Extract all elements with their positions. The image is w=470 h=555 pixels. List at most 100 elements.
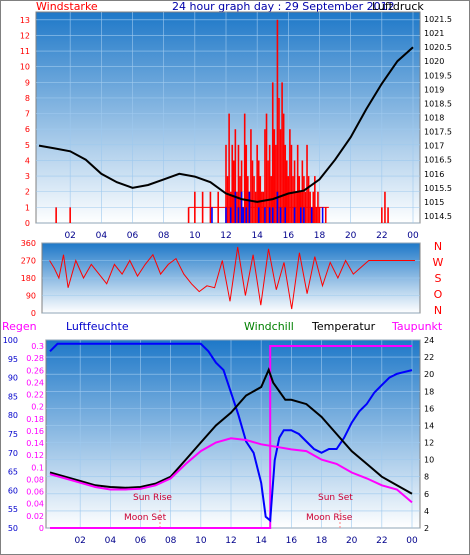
direction-tick-label: 0 xyxy=(31,309,36,318)
luftfeuchte-tick-label: 100 xyxy=(3,336,18,345)
windstarke-bar xyxy=(387,207,389,223)
regen-tick-label: 0.2 xyxy=(31,403,44,412)
compass-label: W xyxy=(433,256,444,269)
wind-pressure-x-axis: 02 04 06 08 10 12 14 16 18 20 22 00 xyxy=(64,231,419,241)
windstarke-bar xyxy=(232,160,235,223)
windstarke-tick-label: 3 xyxy=(25,172,30,181)
luftdruck-tick-label: 1014.5 xyxy=(424,212,452,221)
luftfeuchte-axis: 50 55 60 65 70 75 80 85 90 95 100 xyxy=(3,336,18,533)
windstarke-tick-label: 10 xyxy=(20,63,30,72)
luftfeuchte-tick-label: 85 xyxy=(8,392,18,401)
luftdruck-tick-label: 1018.5 xyxy=(424,99,452,108)
x-tick-label: 08 xyxy=(158,231,170,241)
regen-tick-label: 0.12 xyxy=(26,451,44,460)
luftfeuchte-tick-label: 70 xyxy=(8,449,18,458)
windstarke-bar xyxy=(303,176,305,223)
direction-tick-label: 180 xyxy=(21,274,36,283)
windstarke-tick-label: 11 xyxy=(20,47,30,56)
windstarke-low-bar xyxy=(229,207,232,223)
windstarke-bar xyxy=(69,207,71,223)
windstarke-bar xyxy=(234,129,237,223)
temperatur-tick-label: 6 xyxy=(424,490,429,499)
regen-tick-label: 0.1 xyxy=(31,463,44,472)
temperatur-label: Temperatur xyxy=(311,320,376,333)
temperatur-tick-label: 2 xyxy=(424,524,429,533)
windstarke-bar xyxy=(225,144,227,223)
regen-tick-label: 0.24 xyxy=(26,378,44,387)
x-tick-label: 06 xyxy=(135,536,147,546)
windstarke-tick-label: 1 xyxy=(25,203,30,212)
compass-label: O xyxy=(434,288,443,301)
windstarke-bar xyxy=(226,176,229,223)
windstarke-low-bar xyxy=(321,207,324,223)
x-tick-label: 00 xyxy=(407,231,419,241)
regen-line xyxy=(50,345,412,529)
wind-direction-line xyxy=(49,246,415,310)
windstarke-bar xyxy=(384,191,386,223)
windstarke-bar xyxy=(292,176,294,223)
luftfeuchte-tick-label: 60 xyxy=(8,486,18,495)
windstarke-low-bar xyxy=(310,207,313,223)
windstarke-tick-label: 2 xyxy=(25,188,30,197)
regen-tick-label: 0.26 xyxy=(26,366,44,375)
windchill-label: Windchill xyxy=(244,320,294,333)
regen-tick-label: 0.18 xyxy=(26,415,44,424)
temperatur-tick-label: 12 xyxy=(424,439,434,448)
windstarke-bar xyxy=(289,129,291,223)
taupunkt-label: Taupunkt xyxy=(391,320,443,333)
windstarke-bar xyxy=(257,160,260,223)
windstarke-bar xyxy=(279,129,282,223)
windstarke-tick-label: 9 xyxy=(25,78,30,87)
windstarke-low-bar xyxy=(279,207,282,223)
windstarke-bar xyxy=(55,207,57,223)
luftdruck-tick-label: 1017 xyxy=(424,142,444,151)
x-tick-label: 20 xyxy=(346,536,358,546)
luftfeuchte-tick-label: 80 xyxy=(8,411,18,420)
x-tick-label: 22 xyxy=(376,231,387,241)
windstarke-label: Windstarke xyxy=(36,0,98,13)
regen-tick-label: 0.06 xyxy=(26,488,44,497)
windstarke-bar xyxy=(250,129,252,223)
windstarke-bar xyxy=(264,129,266,223)
moon-rise-label: Moon Rise xyxy=(306,513,353,523)
regen-tick-label: 0.28 xyxy=(26,354,44,363)
windstarke-low-bar xyxy=(276,191,279,223)
sun-set-label: Sun Set xyxy=(318,493,353,503)
luftdruck-tick-label: 1016 xyxy=(424,170,444,179)
windstarke-low-bar xyxy=(245,207,248,223)
windstarke-low-bar xyxy=(257,207,260,223)
x-tick-label: 16 xyxy=(283,231,295,241)
windstarke-bar xyxy=(259,176,262,223)
windstarke-bar xyxy=(265,113,268,223)
compass-label: S xyxy=(435,272,442,285)
luftdruck-tick-label: 1017.5 xyxy=(424,128,452,137)
windstarke-bar xyxy=(271,82,274,223)
luftfeuchte-tick-label: 65 xyxy=(8,468,18,477)
windstarke-bar xyxy=(231,144,234,223)
luftfeuchte-tick-label: 50 xyxy=(8,524,18,533)
luftfeuchte-tick-label: 95 xyxy=(8,355,18,364)
regen-axis: 0 0.02 0.04 0.06 0.08 0.1 0.12 0.14 0.16 0.18 0.2 0… xyxy=(26,342,44,533)
windstarke-tick-label: 4 xyxy=(25,156,30,165)
windstarke-bar xyxy=(314,176,316,223)
windstarke-low-bar xyxy=(237,207,240,223)
windstarke-tick-label: 12 xyxy=(20,31,30,40)
regen-tick-label: 0.3 xyxy=(31,342,44,351)
windstarke-bar xyxy=(296,144,299,223)
luftfeuchte-tick-label: 90 xyxy=(8,374,18,383)
x-tick-label: 16 xyxy=(286,536,298,546)
graph-title: 24 hour graph day : 29 September 2012 xyxy=(172,0,395,13)
windstarke-bar xyxy=(243,113,246,223)
windstarke-bar xyxy=(307,176,310,223)
regen-tick-label: 0.04 xyxy=(26,500,44,509)
luftdruck-tick-label: 1021.5 xyxy=(424,15,452,24)
luftdruck-label: Luftdruck xyxy=(372,0,424,13)
luftdruck-tick-label: 1018 xyxy=(424,114,444,123)
windstarke-tick-label: 0 xyxy=(25,219,30,228)
windstarke-bar xyxy=(278,97,280,223)
windstarke-bar xyxy=(298,176,301,223)
temperatur-tick-label: 4 xyxy=(424,507,429,516)
windstarke-bar xyxy=(268,144,271,223)
temperatur-tick-label: 16 xyxy=(424,404,434,413)
